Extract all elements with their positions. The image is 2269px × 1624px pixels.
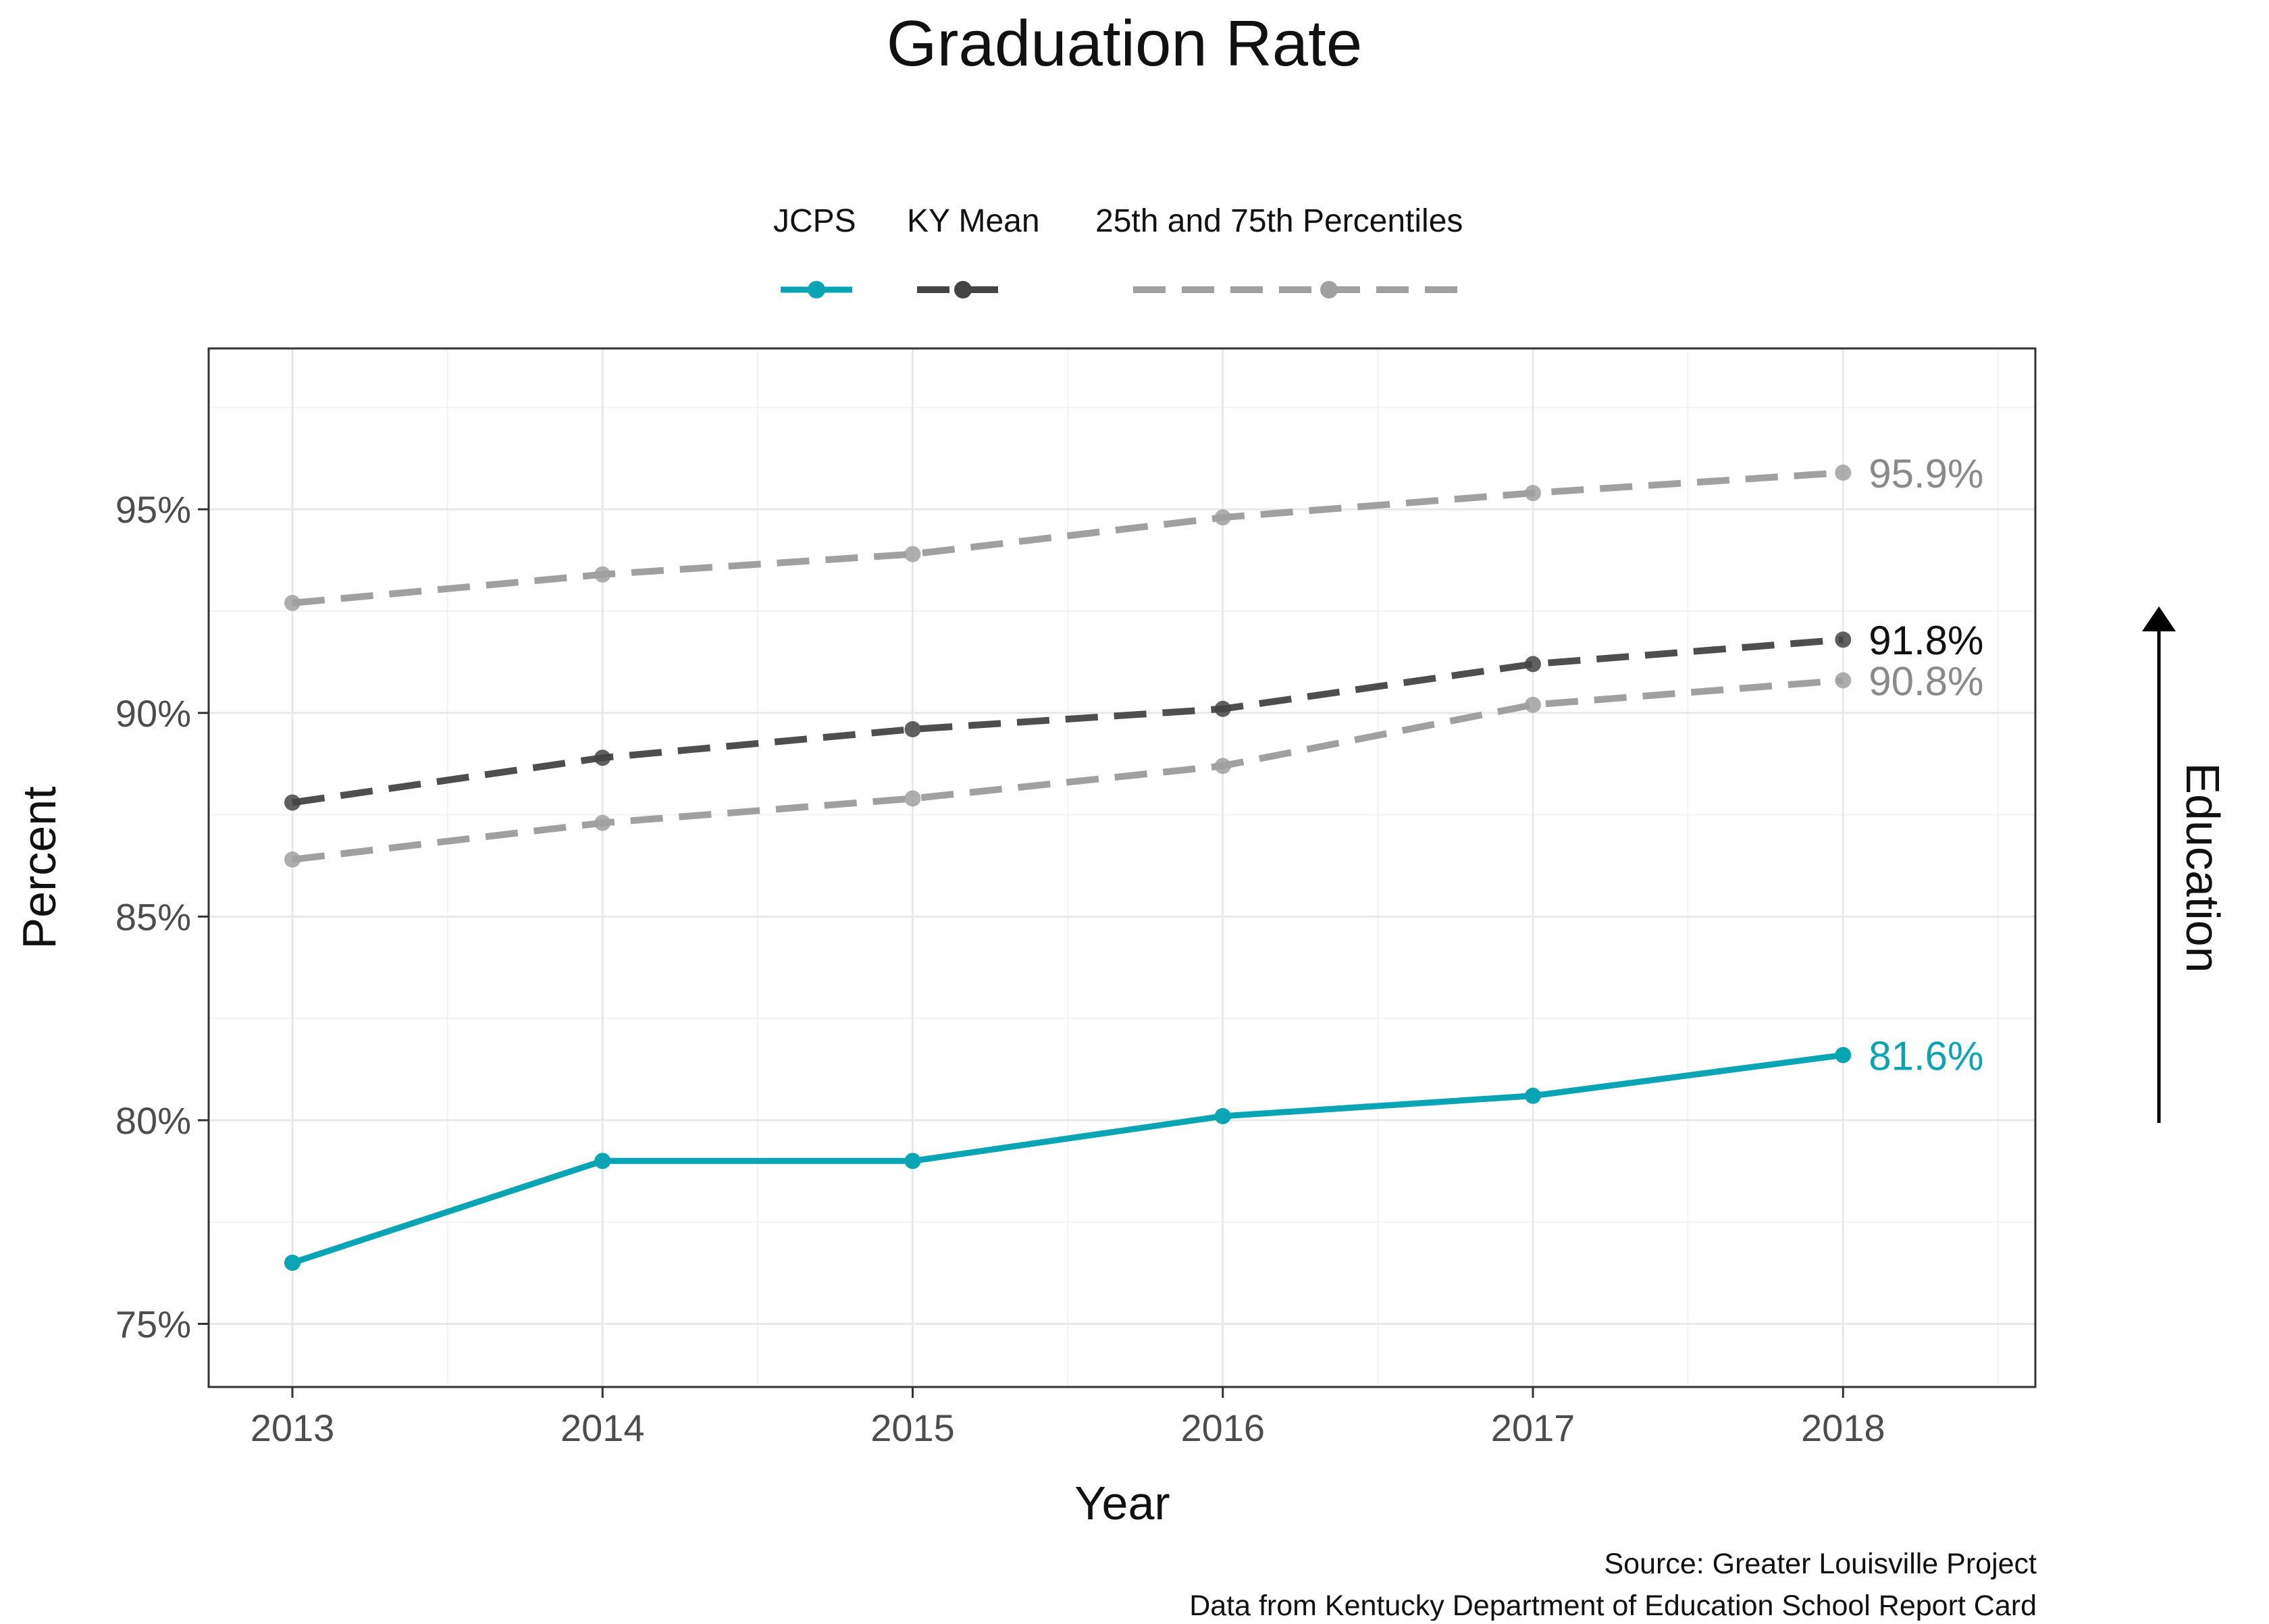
data-point: [594, 814, 611, 831]
data-point: [1214, 509, 1231, 526]
data-point: [1835, 672, 1852, 689]
data-point: [284, 1255, 301, 1272]
source-line-1: Source: Greater Louisville Project: [1604, 1548, 2037, 1580]
y-tick-label: 80%: [115, 1099, 191, 1142]
data-point: [1835, 631, 1852, 648]
data-point: [1214, 700, 1231, 717]
data-point: [1835, 1047, 1852, 1064]
legend: JCPS KY Mean 25th and 75th Percentiles: [773, 203, 1471, 298]
y-tick-label: 95%: [115, 488, 191, 531]
x-tick-label: 2018: [1801, 1407, 1885, 1449]
y-axis-label: Percent: [13, 786, 66, 949]
x-tick-label: 2017: [1491, 1407, 1575, 1449]
education-arrow: [2142, 606, 2176, 1123]
series-line-25th-percentile: [292, 677, 1844, 863]
legend-key-point: [1320, 281, 1338, 298]
y-tick-label: 85%: [115, 895, 191, 938]
x-tick-label: 2013: [251, 1407, 335, 1449]
y-tick-label: 90%: [115, 692, 191, 735]
data-point: [1525, 656, 1542, 673]
x-axis-ticks: 2013 2014 2015 2016 2017 2018: [251, 1387, 1885, 1449]
data-point: [1525, 1087, 1542, 1104]
end-label: 91.8%: [1869, 618, 1983, 663]
legend-label: KY Mean: [907, 203, 1040, 239]
end-label: 90.8%: [1869, 659, 1983, 704]
data-point: [1214, 758, 1231, 775]
chart-title: Graduation Rate: [887, 7, 1362, 80]
data-point: [904, 546, 921, 562]
data-point: [594, 750, 611, 766]
data-point: [1835, 464, 1852, 481]
series-lines: [284, 464, 1852, 1272]
end-labels: 81.6% 91.8% 95.9% 90.8%: [1869, 451, 1983, 1078]
legend-key-point: [808, 281, 825, 298]
series-line-75th-percentile: [292, 469, 1844, 606]
data-point: [1214, 1107, 1231, 1124]
x-axis-label: Year: [1074, 1477, 1170, 1529]
y-tick-label: 75%: [115, 1303, 191, 1346]
arrow-up-icon: [2142, 606, 2176, 631]
data-point: [284, 594, 301, 611]
series-line-jcps: [291, 1051, 1844, 1266]
end-label: 81.6%: [1869, 1033, 1983, 1078]
data-point: [594, 1153, 611, 1170]
x-tick-label: 2015: [870, 1407, 955, 1449]
end-label: 95.9%: [1869, 451, 1983, 496]
legend-label: 25th and 75th Percentiles: [1095, 203, 1463, 239]
side-label: Education: [2176, 762, 2229, 972]
data-point: [904, 721, 921, 737]
x-tick-label: 2016: [1180, 1407, 1265, 1449]
plot-border: [207, 347, 2037, 1388]
data-point: [1525, 485, 1542, 502]
legend-label: JCPS: [773, 203, 856, 239]
data-point: [284, 794, 301, 811]
data-point: [904, 790, 921, 807]
x-tick-label: 2014: [560, 1407, 645, 1449]
data-point: [904, 1153, 921, 1170]
data-point: [594, 566, 611, 583]
data-point: [284, 851, 301, 868]
y-axis-ticks: 75% 80% 85% 90% 95%: [115, 488, 209, 1346]
data-point: [1525, 696, 1542, 713]
source-line-2: Data from Kentucky Department of Educati…: [1189, 1590, 2037, 1621]
legend-key-point: [954, 281, 972, 298]
series-line-ky-mean: [292, 636, 1844, 806]
plot-panel: [209, 348, 2035, 1387]
